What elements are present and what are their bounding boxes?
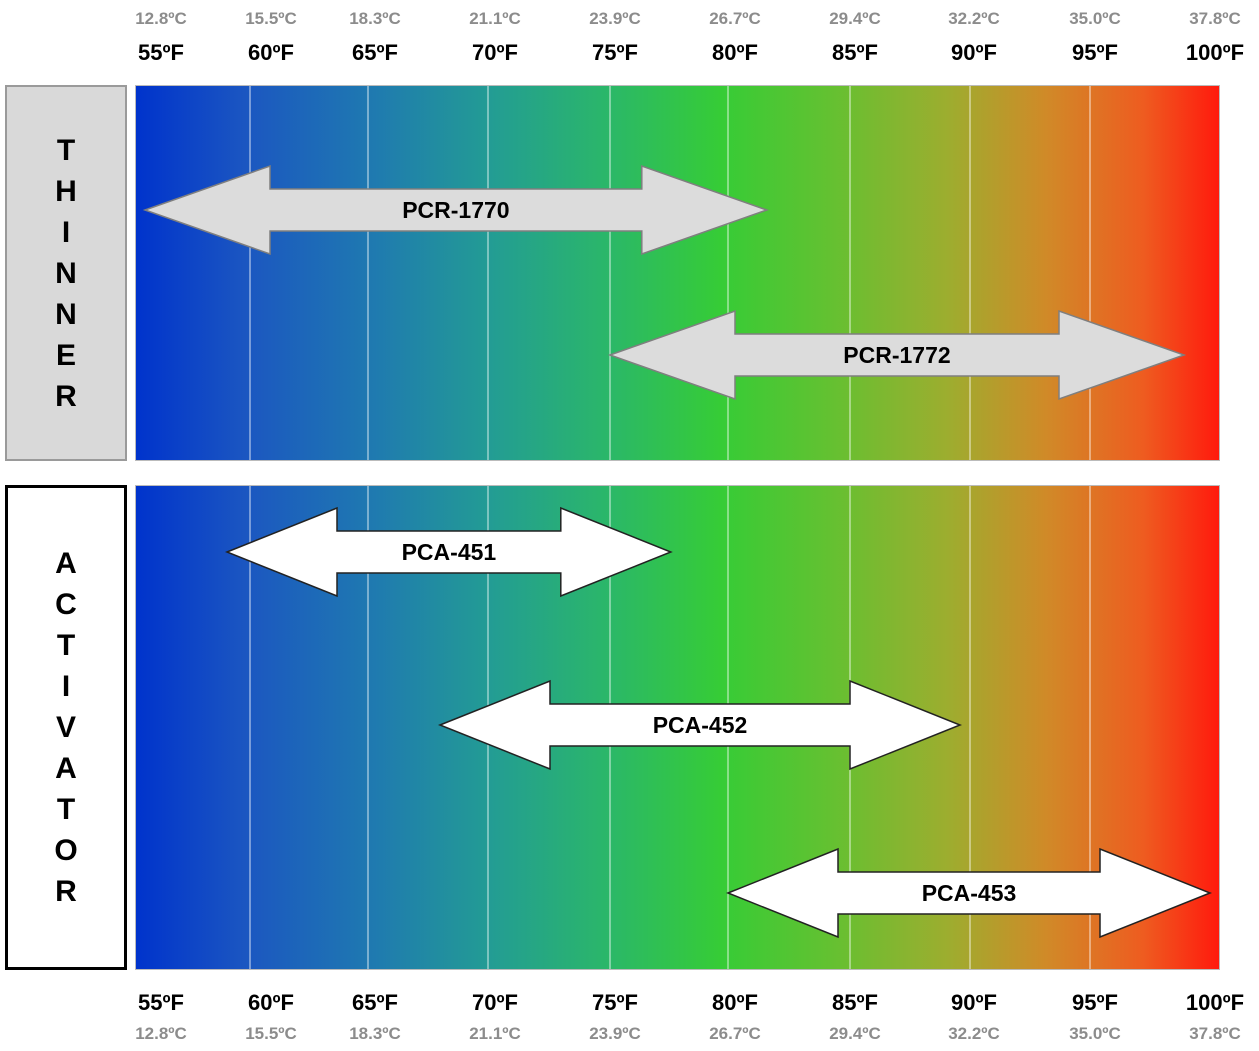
top-fahrenheit-tick: 85ºF [832,40,878,65]
bottom-fahrenheit-tick: 60ºF [248,990,294,1015]
activator-letter: A [55,752,77,785]
top-celsius-tick: 37.8ºC [1189,9,1241,28]
range-arrow-pca-453 [725,847,1213,939]
bottom-celsius-tick: 12.8ºC [135,1024,187,1043]
bottom-fahrenheit-tick: 55ºF [138,990,184,1015]
top-fahrenheit-tick: 60ºF [248,40,294,65]
top-celsius-tick: 23.9ºC [589,9,641,28]
activator-letter: T [56,629,76,662]
bottom-fahrenheit-tick: 95ºF [1072,990,1118,1015]
bottom-celsius-tick: 37.8ºC [1189,1024,1241,1043]
top-fahrenheit-tick: 70ºF [472,40,518,65]
bottom-fahrenheit-tick: 80ºF [712,990,758,1015]
activator-letter: C [55,588,77,621]
thinner-letter: N [55,256,77,290]
range-arrow-pca-451 [224,506,673,598]
activator-letter: V [55,711,76,744]
range-label: PCR-1770 [402,197,509,223]
thinner-letter: H [55,174,77,208]
range-arrow-pcr-1770 [142,164,770,256]
top-celsius-tick: 29.4ºC [829,9,881,28]
bottom-fahrenheit-tick: 65ºF [352,990,398,1015]
top-fahrenheit-tick: 90ºF [951,40,997,65]
bottom-celsius-tick: 21.1ºC [469,1024,521,1043]
top-fahrenheit-tick: 65ºF [352,40,398,65]
top-fahrenheit-tick: 100ºF [1185,40,1245,65]
range-label: PCA-451 [402,539,497,565]
bottom-celsius-tick: 23.9ºC [589,1024,641,1043]
bottom-celsius-tick: 35.0ºC [1069,1024,1121,1043]
range-label: PCA-452 [653,712,748,738]
bottom-celsius-tick: 29.4ºC [829,1024,881,1043]
activator-label-box: A C T I V A T O R [5,485,127,970]
top-celsius-tick: 26.7ºC [709,9,761,28]
thinner-letter: T [56,133,76,167]
bottom-celsius-tick: 18.3ºC [349,1024,401,1043]
range-arrow-pcr-1772 [607,309,1187,401]
thinner-temperature-band [135,85,1220,461]
thinner-letter: I [61,215,71,249]
range-label: PCR-1772 [843,342,950,368]
range-arrow-pca-452 [437,679,963,771]
bottom-celsius-tick: 15.5ºC [245,1024,297,1043]
bottom-fahrenheit-tick: 90ºF [951,990,997,1015]
activator-letter: T [56,793,76,826]
top-celsius-tick: 21.1ºC [469,9,521,28]
range-label: PCA-453 [922,880,1017,906]
thinner-letter: E [55,338,76,372]
bottom-fahrenheit-tick: 100ºF [1185,990,1245,1015]
top-celsius-tick: 18.3ºC [349,9,401,28]
bottom-celsius-tick: 26.7ºC [709,1024,761,1043]
top-celsius-tick: 12.8ºC [135,9,187,28]
top-celsius-tick: 15.5ºC [245,9,297,28]
thinner-letter: N [55,297,77,331]
top-fahrenheit-tick: 75ºF [592,40,638,65]
top-celsius-tick: 32.2ºC [948,9,1000,28]
top-fahrenheit-tick: 80ºF [712,40,758,65]
top-fahrenheit-tick: 95ºF [1072,40,1118,65]
top-fahrenheit-tick: 55ºF [138,40,184,65]
activator-letter: O [54,834,78,867]
bottom-fahrenheit-tick: 70ºF [472,990,518,1015]
bottom-fahrenheit-tick: 75ºF [592,990,638,1015]
thinner-letter: R [55,379,77,413]
activator-letter: I [61,670,71,703]
bottom-fahrenheit-tick: 85ºF [832,990,878,1015]
activator-letter: R [55,875,77,908]
bottom-celsius-tick: 32.2ºC [948,1024,1000,1043]
top-celsius-tick: 35.0ºC [1069,9,1121,28]
activator-letter: A [55,547,77,580]
thinner-label-box: T H I N N E R [5,85,127,461]
